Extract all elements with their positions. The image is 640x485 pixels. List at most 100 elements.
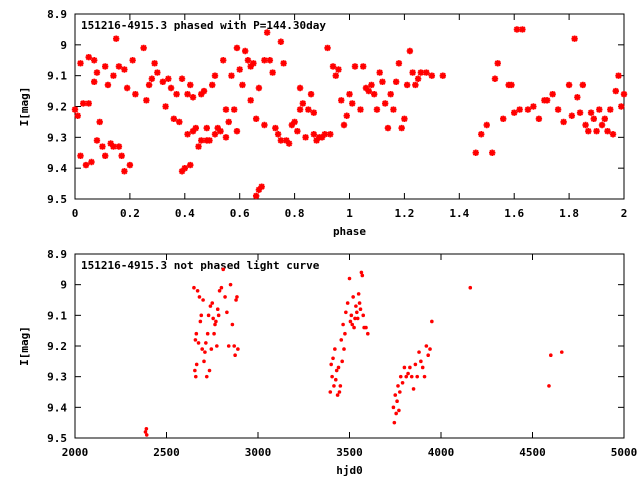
data-point [368,81,375,89]
data-point [189,94,197,101]
data-point [524,106,532,113]
data-point [402,365,407,370]
data-point [423,69,430,76]
y-tick-label: 9 [60,279,67,292]
data-point [333,347,337,351]
data-point [252,115,260,123]
data-point [93,69,101,76]
data-point [296,84,304,92]
data-point [181,164,188,172]
data-point [193,338,198,342]
data-point [415,374,420,379]
data-point [612,87,619,95]
data-point [93,137,101,144]
data-point [82,161,90,169]
data-point [587,109,595,116]
data-point [359,270,364,275]
data-point [328,390,333,394]
data-point [184,90,191,98]
data-point [428,347,432,351]
data-point [198,319,203,324]
data-point [77,152,84,160]
data-point [85,53,92,61]
data-point [228,282,233,287]
data-point [195,143,202,150]
data-point [91,78,98,86]
y-axis-label: I[mag] [18,326,31,366]
data-point [607,106,614,113]
data-point [236,66,243,73]
data-point [364,325,368,330]
data-point [211,316,215,321]
data-point [201,298,205,302]
data-point [200,87,208,95]
data-point [198,137,205,144]
data-point [159,78,167,86]
data-point [609,131,617,138]
data-point [391,405,396,410]
data-point [178,168,186,175]
data-point [184,131,191,138]
y-axis-label: I[mag] [18,87,31,127]
data-point [376,69,383,76]
data-point [269,69,276,76]
data-point [143,430,148,434]
data-point [346,90,353,98]
data-point [206,137,213,144]
data-point [398,124,405,132]
data-point [345,301,350,305]
data-point [216,313,221,318]
panel-2: 2000 2500 3000 3500 4000 4500 5000 8.9 9 9.1 9.2 9.… [18,248,637,477]
data-point [392,78,400,86]
data-point [194,362,199,367]
data-point [406,47,414,55]
data-point [342,347,346,351]
data-point [596,106,603,113]
data-point [197,295,202,299]
data-point [355,316,360,321]
data-point [252,192,260,200]
data-point [408,365,412,370]
data-point [565,81,573,89]
data-point [472,149,479,156]
data-point [129,57,136,64]
data-point [145,81,153,89]
data-point [414,75,422,82]
data-point [154,69,161,76]
data-point [299,100,307,107]
data-point [207,368,212,373]
data-point [329,362,334,367]
y-tick-label: 8.9 [47,248,67,261]
data-point [349,313,354,318]
data-point [206,313,211,318]
data-point [115,143,123,150]
data-point [107,140,114,147]
data-series [143,267,564,437]
data-point [277,38,285,45]
data-point [439,72,447,79]
data-point [351,295,355,299]
data-point [371,90,378,98]
data-point [110,72,117,79]
data-point [110,143,117,150]
data-point [422,374,427,379]
y-tick-label: 9.4 [47,401,67,414]
data-point [235,295,239,299]
x-tick-label: 1.8 [559,207,579,220]
data-point [176,118,183,126]
data-point [409,374,414,379]
data-point [568,112,576,119]
data-point [353,316,357,321]
data-point [327,131,334,138]
data-point [560,118,567,126]
data-point [535,115,543,123]
x-tick-label: 4000 [428,446,455,459]
data-point [250,60,257,67]
y-tick-label: 9.1 [47,309,67,322]
y-tick-label: 9.5 [47,193,67,206]
data-point [338,384,343,388]
data-point [214,319,218,324]
data-point [296,106,304,113]
data-point [593,127,600,135]
data-point [420,365,425,370]
